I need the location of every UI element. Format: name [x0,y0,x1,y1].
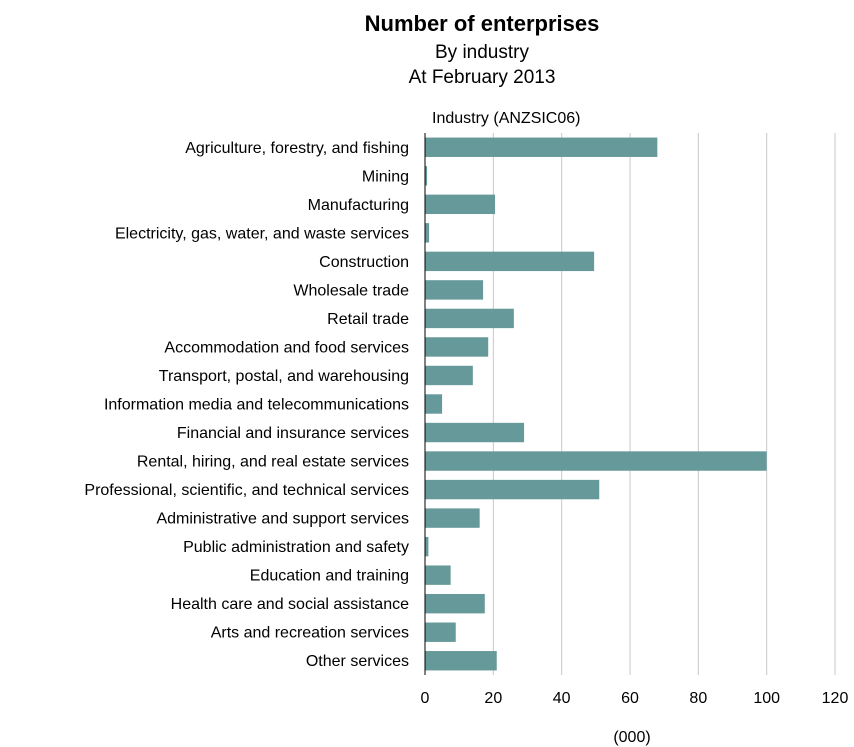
bar [425,137,658,157]
bar [425,365,473,386]
category-label: Accommodation and food services [164,339,409,356]
bars [425,137,767,671]
bar [425,194,496,215]
gridlines [492,133,836,675]
bar [425,479,600,500]
category-label: Wholesale trade [293,282,409,299]
bar [425,536,429,557]
bar [425,394,443,414]
bar [425,508,480,528]
x-axis-title: (000) [613,729,650,746]
bar [425,451,767,471]
bar [425,308,514,329]
category-label: Arts and recreation services [211,625,409,642]
bar [425,422,525,443]
x-tick-label: 120 [822,690,849,707]
bar [425,337,489,357]
chart-subtitle-date: At February 2013 [409,67,556,88]
category-label: Rental, hiring, and real estate services [137,454,409,471]
category-label: Financial and insurance services [177,425,409,442]
y-axis-title: Industry (ANZSIC06) [432,110,580,127]
bar [425,166,428,186]
x-tick-label: 0 [421,690,430,707]
x-tick-label: 100 [753,690,780,707]
category-label: Professional, scientific, and technical … [84,482,409,499]
chart-title: Number of enterprises [365,11,600,36]
bar [425,251,595,272]
x-tick-label: 60 [621,690,639,707]
category-label: Education and training [250,568,409,585]
bar [425,651,497,671]
category-label: Transport, postal, and warehousing [159,368,409,385]
category-label: Information media and telecommunications [104,397,409,414]
category-label: Agriculture, forestry, and fishing [185,140,409,157]
bar [425,280,484,300]
category-label: Retail trade [327,311,409,328]
chart-subtitle-industry: By industry [435,42,529,63]
category-labels: Agriculture, forestry, and fishing Mining… [84,140,409,670]
bar [425,565,451,585]
category-label: Construction [319,254,409,271]
category-label: Mining [362,168,409,185]
category-label: Administrative and support services [156,511,409,528]
x-tick-label: 40 [553,690,571,707]
bar [425,223,430,243]
category-label: Manufacturing [308,197,409,214]
bar [425,593,485,614]
category-label: Electricity, gas, water, and waste servi… [115,225,409,242]
bar [425,622,456,642]
x-tick-label: 80 [689,690,707,707]
category-label: Other services [306,653,409,670]
x-tick-label: 20 [484,690,502,707]
category-label: Public administration and safety [183,539,409,556]
category-label: Health care and social assistance [171,596,409,613]
x-tick-labels: 0 20 40 60 80 100 120 [421,690,849,707]
